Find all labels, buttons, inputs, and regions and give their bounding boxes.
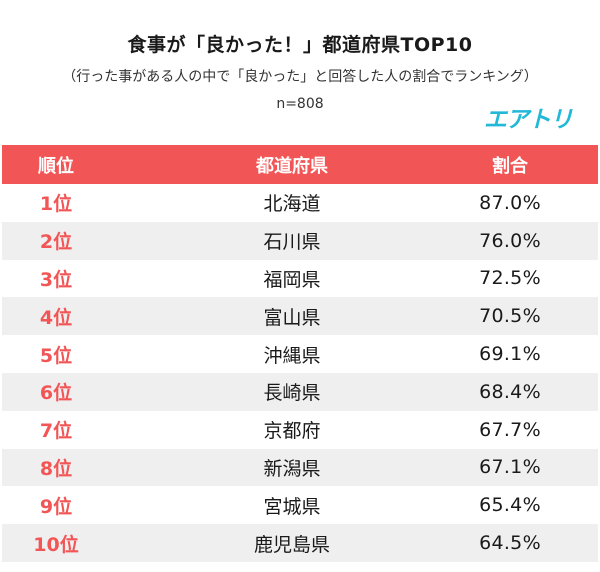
rank-cell: 2位 — [39, 231, 73, 254]
prefecture-cell: 石川県 — [263, 231, 321, 254]
prefecture-cell: 沖縄県 — [263, 344, 321, 367]
table-row: 3位 福岡県 72.5% — [2, 260, 598, 298]
table-row: 4位 富山県 70.5% — [2, 297, 598, 336]
table-row: 2位 石川県 76.0% — [2, 221, 598, 260]
rate-cell: 68.4% — [479, 380, 541, 403]
table-body: 1位 北海道 87.0% 2位 石川県 76.0% 3位 福岡県 72.5% 4位 富山県 70.5%… — [2, 184, 598, 562]
rank-cell: 8位 — [39, 457, 73, 480]
rate-cell: 64.5% — [479, 532, 541, 555]
rate-cell: 69.1% — [479, 343, 541, 366]
rank-cell: 6位 — [39, 382, 73, 405]
rank-cell: 7位 — [39, 420, 73, 443]
rate-cell: 87.0% — [479, 191, 541, 214]
table-row: 1位 北海道 87.0% — [2, 184, 598, 222]
prefecture-cell: 富山県 — [263, 306, 321, 329]
sample-size: n=808 — [276, 96, 324, 112]
table-row: 8位 新潟県 67.1% — [2, 448, 598, 487]
rank-cell: 10位 — [33, 533, 79, 556]
prefecture-cell: 京都府 — [263, 420, 321, 443]
header-rate: 割合 — [492, 155, 528, 177]
table-row: 10位 鹿児島県 64.5% — [2, 524, 598, 562]
rank-cell: 3位 — [39, 268, 73, 291]
prefecture-cell: 長崎県 — [263, 382, 321, 405]
table-row: 5位 沖縄県 69.1% — [2, 335, 598, 373]
prefecture-cell: 北海道 — [263, 193, 321, 216]
rate-cell: 72.5% — [479, 267, 541, 290]
table-row: 9位 宮城県 65.4% — [2, 486, 598, 524]
prefecture-cell: 福岡県 — [263, 268, 321, 291]
rate-cell: 67.7% — [479, 418, 541, 441]
rate-cell: 76.0% — [479, 229, 541, 252]
prefecture-cell: 新潟県 — [263, 457, 321, 480]
rate-cell: 70.5% — [479, 305, 541, 328]
rate-cell: 67.1% — [479, 456, 541, 479]
rank-cell: 9位 — [39, 495, 73, 518]
rate-cell: 65.4% — [479, 494, 541, 517]
rank-cell: 5位 — [39, 344, 73, 367]
header-prefecture: 都道府県 — [256, 155, 328, 177]
prefecture-cell: 宮城県 — [263, 495, 321, 518]
table-row: 7位 京都府 67.7% — [2, 411, 598, 449]
table-row: 6位 長崎県 68.4% — [2, 372, 598, 411]
rank-cell: 4位 — [39, 306, 73, 329]
prefecture-cell: 鹿児島県 — [253, 533, 330, 556]
header-rank: 順位 — [38, 155, 74, 177]
page-title: 食事が「良かった！」都道府県TOP10 — [127, 34, 473, 56]
rank-cell: 1位 — [39, 193, 73, 216]
table-header: 順位 都道府県 割合 — [2, 145, 598, 184]
subtitle: （行った事がある人の中で「良かった」と回答した人の割合でランキング） — [62, 69, 538, 85]
brand-logo: エアトリ — [484, 107, 573, 133]
ranking-table: 順位 都道府県 割合 1位 北海道 87.0% 2位 石川県 76.0% 3位 福岡県 72.5… — [2, 145, 598, 562]
